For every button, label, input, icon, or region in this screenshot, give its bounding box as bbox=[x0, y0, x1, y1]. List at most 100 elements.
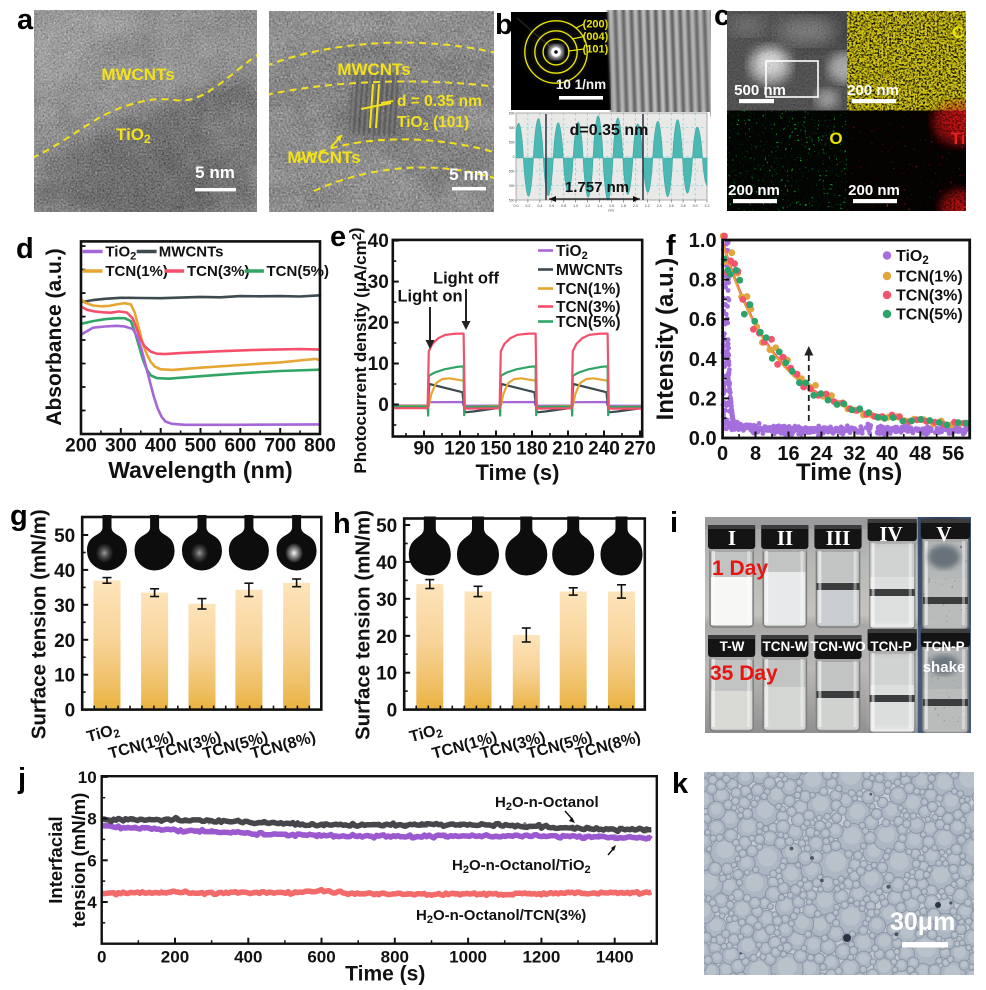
svg-text:0.6: 0.6 bbox=[689, 309, 717, 331]
svg-text:(200): (200) bbox=[583, 19, 609, 31]
svg-text:Absorbance (a.u.): Absorbance (a.u.) bbox=[43, 248, 66, 425]
svg-text:1.0: 1.0 bbox=[689, 230, 717, 252]
svg-text:MWCNTs: MWCNTs bbox=[159, 244, 224, 261]
svg-text:0: 0 bbox=[65, 701, 76, 722]
svg-text:0: 0 bbox=[378, 395, 389, 416]
svg-text:Photocurrent density (μA/cm2): Photocurrent density (μA/cm2) bbox=[346, 227, 370, 473]
svg-text:TCN(1%): TCN(1%) bbox=[105, 263, 168, 280]
svg-text:shake: shake bbox=[923, 659, 966, 676]
svg-text:tension (mN/m): tension (mN/m) bbox=[68, 793, 89, 928]
svg-text:0: 0 bbox=[387, 701, 398, 722]
svg-text:MWCNTs: MWCNTs bbox=[101, 65, 174, 84]
svg-text:6: 6 bbox=[87, 851, 96, 870]
svg-text:TiO2: TiO2 bbox=[896, 248, 929, 267]
svg-text:48: 48 bbox=[909, 443, 931, 465]
svg-text:90: 90 bbox=[413, 439, 434, 460]
svg-text:-1500: -1500 bbox=[509, 199, 515, 203]
svg-text:3.0: 3.0 bbox=[693, 204, 698, 208]
svg-text:IV: IV bbox=[879, 522, 902, 546]
svg-text:MWCNTs: MWCNTs bbox=[556, 262, 623, 279]
svg-text:MWCNTs: MWCNTs bbox=[337, 60, 410, 79]
svg-text:20: 20 bbox=[368, 313, 389, 334]
svg-text:0.2: 0.2 bbox=[689, 388, 717, 410]
svg-text:TCN-WO: TCN-WO bbox=[810, 639, 865, 654]
svg-text:C: C bbox=[952, 23, 964, 42]
svg-text:120: 120 bbox=[444, 439, 476, 460]
svg-text:200: 200 bbox=[161, 948, 189, 967]
svg-text:4: 4 bbox=[87, 893, 97, 912]
svg-text:TiO2: TiO2 bbox=[105, 244, 136, 263]
svg-text:Ti: Ti bbox=[951, 129, 966, 148]
svg-text:H2O-n-Octanol: H2O-n-Octanol bbox=[495, 794, 599, 813]
svg-text:O: O bbox=[829, 129, 842, 148]
svg-text:50: 50 bbox=[54, 526, 75, 547]
svg-text:TCN(3%): TCN(3%) bbox=[896, 288, 963, 305]
svg-text:30: 30 bbox=[376, 590, 397, 611]
svg-text:30: 30 bbox=[54, 596, 75, 617]
svg-text:40: 40 bbox=[54, 561, 75, 582]
svg-text:TCN(5%): TCN(5%) bbox=[896, 307, 963, 324]
svg-text:600: 600 bbox=[224, 436, 256, 457]
svg-text:0.4: 0.4 bbox=[689, 349, 718, 371]
svg-text:30: 30 bbox=[368, 272, 389, 293]
svg-text:1.757 nm: 1.757 nm bbox=[565, 179, 629, 196]
svg-text:56: 56 bbox=[942, 443, 964, 465]
svg-text:180: 180 bbox=[516, 439, 548, 460]
svg-text:I: I bbox=[728, 526, 736, 550]
svg-text:III: III bbox=[826, 526, 851, 550]
svg-text:24: 24 bbox=[810, 443, 833, 465]
svg-text:(101): (101) bbox=[583, 44, 609, 56]
svg-text:1.4: 1.4 bbox=[597, 204, 602, 208]
svg-text:5 nm: 5 nm bbox=[195, 163, 235, 182]
svg-text:TCN(1%): TCN(1%) bbox=[896, 269, 963, 286]
svg-text:Time (ns): Time (ns) bbox=[796, 459, 902, 486]
svg-text:10 1/nm: 10 1/nm bbox=[556, 77, 606, 92]
svg-text:200: 200 bbox=[65, 436, 97, 457]
svg-text:3.2: 3.2 bbox=[705, 204, 710, 208]
svg-text:500: 500 bbox=[509, 141, 515, 145]
svg-text:0.8: 0.8 bbox=[561, 204, 566, 208]
svg-text:2.2: 2.2 bbox=[645, 204, 650, 208]
svg-text:0.0: 0.0 bbox=[689, 428, 717, 450]
svg-text:600: 600 bbox=[307, 948, 335, 967]
svg-text:400: 400 bbox=[145, 436, 177, 457]
svg-text:H2O-n-Octanol/TiO2: H2O-n-Octanol/TiO2 bbox=[452, 857, 591, 876]
svg-text:TCN(1%): TCN(1%) bbox=[556, 281, 621, 298]
svg-text:0: 0 bbox=[97, 948, 106, 967]
svg-text:1200: 1200 bbox=[522, 948, 560, 967]
svg-text:0.6: 0.6 bbox=[549, 204, 554, 208]
svg-text:700: 700 bbox=[264, 436, 296, 457]
svg-text:-500: -500 bbox=[509, 170, 515, 174]
svg-text:40: 40 bbox=[376, 553, 397, 574]
svg-text:1000: 1000 bbox=[449, 948, 487, 967]
svg-text:1.0: 1.0 bbox=[573, 204, 578, 208]
svg-text:Time (s): Time (s) bbox=[476, 460, 560, 485]
svg-text:20: 20 bbox=[54, 631, 75, 652]
svg-text:10: 10 bbox=[78, 768, 97, 787]
svg-text:Light off: Light off bbox=[433, 270, 499, 288]
svg-text:2.4: 2.4 bbox=[657, 204, 662, 208]
svg-text:TiO2 (101): TiO2 (101) bbox=[397, 114, 469, 133]
svg-text:40: 40 bbox=[876, 443, 898, 465]
svg-text:Intensity (a.u.): Intensity (a.u.) bbox=[655, 258, 679, 421]
svg-text:32: 32 bbox=[843, 443, 865, 465]
svg-text:200 nm: 200 nm bbox=[728, 182, 780, 199]
svg-text:8: 8 bbox=[87, 810, 96, 829]
svg-text:800: 800 bbox=[381, 948, 409, 967]
svg-text:8: 8 bbox=[750, 443, 761, 465]
svg-text:Surface tension (mN/m): Surface tension (mN/m) bbox=[352, 510, 375, 740]
svg-text:nm: nm bbox=[608, 208, 614, 213]
svg-text:TiO2: TiO2 bbox=[556, 243, 588, 262]
svg-text:200 nm: 200 nm bbox=[847, 82, 899, 99]
svg-text:TCN(3%): TCN(3%) bbox=[556, 299, 621, 316]
svg-text:1 Day: 1 Day bbox=[712, 557, 768, 580]
svg-text:TCN-P: TCN-P bbox=[923, 639, 964, 654]
svg-text:10: 10 bbox=[368, 354, 389, 375]
svg-text:Interfacial: Interfacial bbox=[45, 816, 66, 903]
svg-text:1.2: 1.2 bbox=[585, 204, 590, 208]
svg-text:1400: 1400 bbox=[596, 948, 634, 967]
svg-text:TCN(5%): TCN(5%) bbox=[267, 263, 330, 280]
svg-text:35 Day: 35 Day bbox=[710, 662, 778, 685]
svg-text:Wavelength (nm): Wavelength (nm) bbox=[108, 457, 292, 483]
svg-text:Time (s): Time (s) bbox=[345, 963, 425, 986]
